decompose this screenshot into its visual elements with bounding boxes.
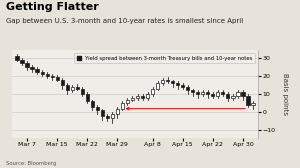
Bar bbox=[46, 74, 49, 76]
Text: Getting Flatter: Getting Flatter bbox=[6, 2, 99, 12]
Bar bbox=[76, 87, 79, 89]
Bar bbox=[66, 85, 69, 90]
Bar bbox=[231, 96, 235, 98]
Bar bbox=[211, 94, 214, 96]
Bar bbox=[196, 92, 200, 94]
Text: Source: Bloomberg: Source: Bloomberg bbox=[6, 161, 56, 166]
Bar bbox=[221, 92, 224, 94]
Bar bbox=[241, 92, 244, 96]
Y-axis label: Basis points: Basis points bbox=[282, 73, 288, 115]
Bar bbox=[35, 69, 39, 72]
Bar bbox=[166, 79, 169, 81]
Bar bbox=[226, 94, 230, 98]
Bar bbox=[251, 103, 255, 105]
Bar bbox=[206, 92, 209, 94]
Bar bbox=[15, 56, 19, 59]
Bar bbox=[40, 72, 44, 74]
Bar bbox=[126, 99, 129, 103]
Bar bbox=[151, 89, 154, 94]
Bar bbox=[111, 114, 114, 118]
Text: Gap between U.S. 3-month and 10-year rates is smallest since April: Gap between U.S. 3-month and 10-year rat… bbox=[6, 18, 243, 25]
Bar bbox=[156, 83, 159, 89]
Legend: Yield spread between 3-month Treasury bills and 10-year notes: Yield spread between 3-month Treasury bi… bbox=[74, 53, 255, 63]
Bar bbox=[96, 107, 99, 111]
Bar bbox=[131, 98, 134, 99]
Bar bbox=[246, 96, 250, 105]
Bar bbox=[136, 96, 139, 98]
Bar bbox=[186, 87, 189, 90]
Bar bbox=[51, 76, 54, 77]
Bar bbox=[236, 92, 239, 96]
Bar bbox=[26, 63, 29, 67]
Bar bbox=[201, 92, 204, 94]
Bar bbox=[86, 94, 89, 101]
Bar bbox=[101, 111, 104, 116]
Bar bbox=[20, 59, 24, 63]
Bar bbox=[191, 90, 194, 92]
Bar bbox=[106, 116, 109, 118]
Bar bbox=[121, 103, 124, 109]
Bar bbox=[116, 109, 119, 114]
Bar bbox=[81, 89, 84, 94]
Bar bbox=[91, 101, 94, 107]
Bar bbox=[61, 79, 64, 85]
Bar bbox=[141, 96, 144, 98]
Bar bbox=[181, 85, 184, 87]
Bar bbox=[56, 77, 59, 79]
Bar bbox=[171, 81, 174, 83]
Bar bbox=[31, 67, 34, 69]
Bar bbox=[70, 87, 74, 90]
Bar bbox=[176, 83, 179, 85]
Bar bbox=[146, 94, 149, 98]
Bar bbox=[216, 92, 219, 96]
Bar bbox=[161, 79, 164, 83]
